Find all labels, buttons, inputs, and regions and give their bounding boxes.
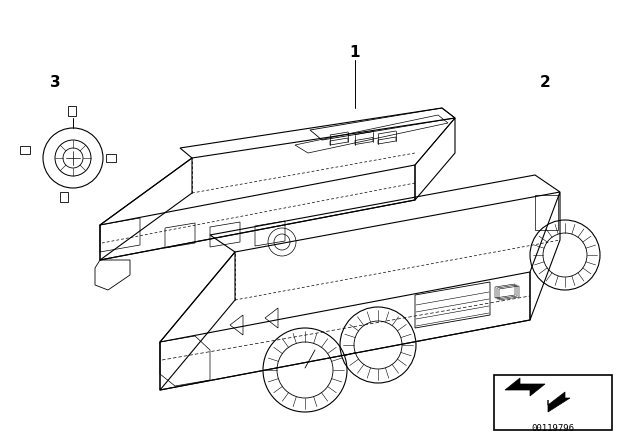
Polygon shape [505,378,545,396]
Bar [494,375,612,430]
Bar [68,106,76,116]
Text: 3: 3 [50,74,60,90]
Bar [20,146,30,154]
Polygon shape [548,392,570,412]
Text: 00119796: 00119796 [531,423,575,432]
Bar [106,154,116,162]
Bar [60,192,68,202]
Text: 1: 1 [349,44,360,60]
Text: 2: 2 [540,74,550,90]
